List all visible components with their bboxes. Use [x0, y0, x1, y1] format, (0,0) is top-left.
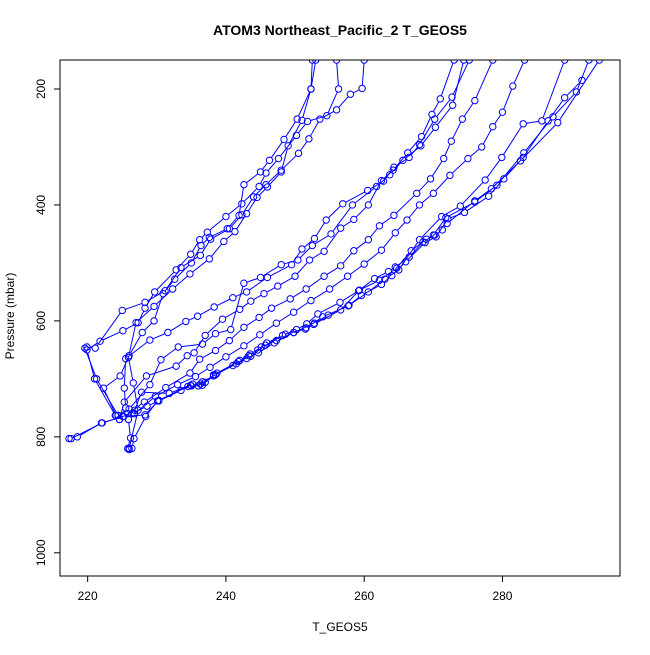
x-tick-label: 280: [492, 589, 512, 603]
x-tick-label: 260: [354, 589, 374, 603]
y-tick-label: 600: [34, 311, 48, 331]
y-axis-label: Pressure (mbar): [3, 273, 17, 360]
y-tick-label: 800: [34, 427, 48, 447]
x-axis-label: T_GEOS5: [312, 620, 368, 634]
x-tick-label: 240: [216, 589, 236, 603]
y-tick-label: 200: [34, 79, 48, 99]
x-tick-label: 220: [78, 589, 98, 603]
series-3-segment: [191, 386, 199, 387]
y-tick-label: 400: [34, 195, 48, 215]
chart-title: ATOM3 Northeast_Pacific_2 T_GEOS5: [213, 22, 467, 38]
y-tick-label: 1000: [34, 539, 48, 566]
